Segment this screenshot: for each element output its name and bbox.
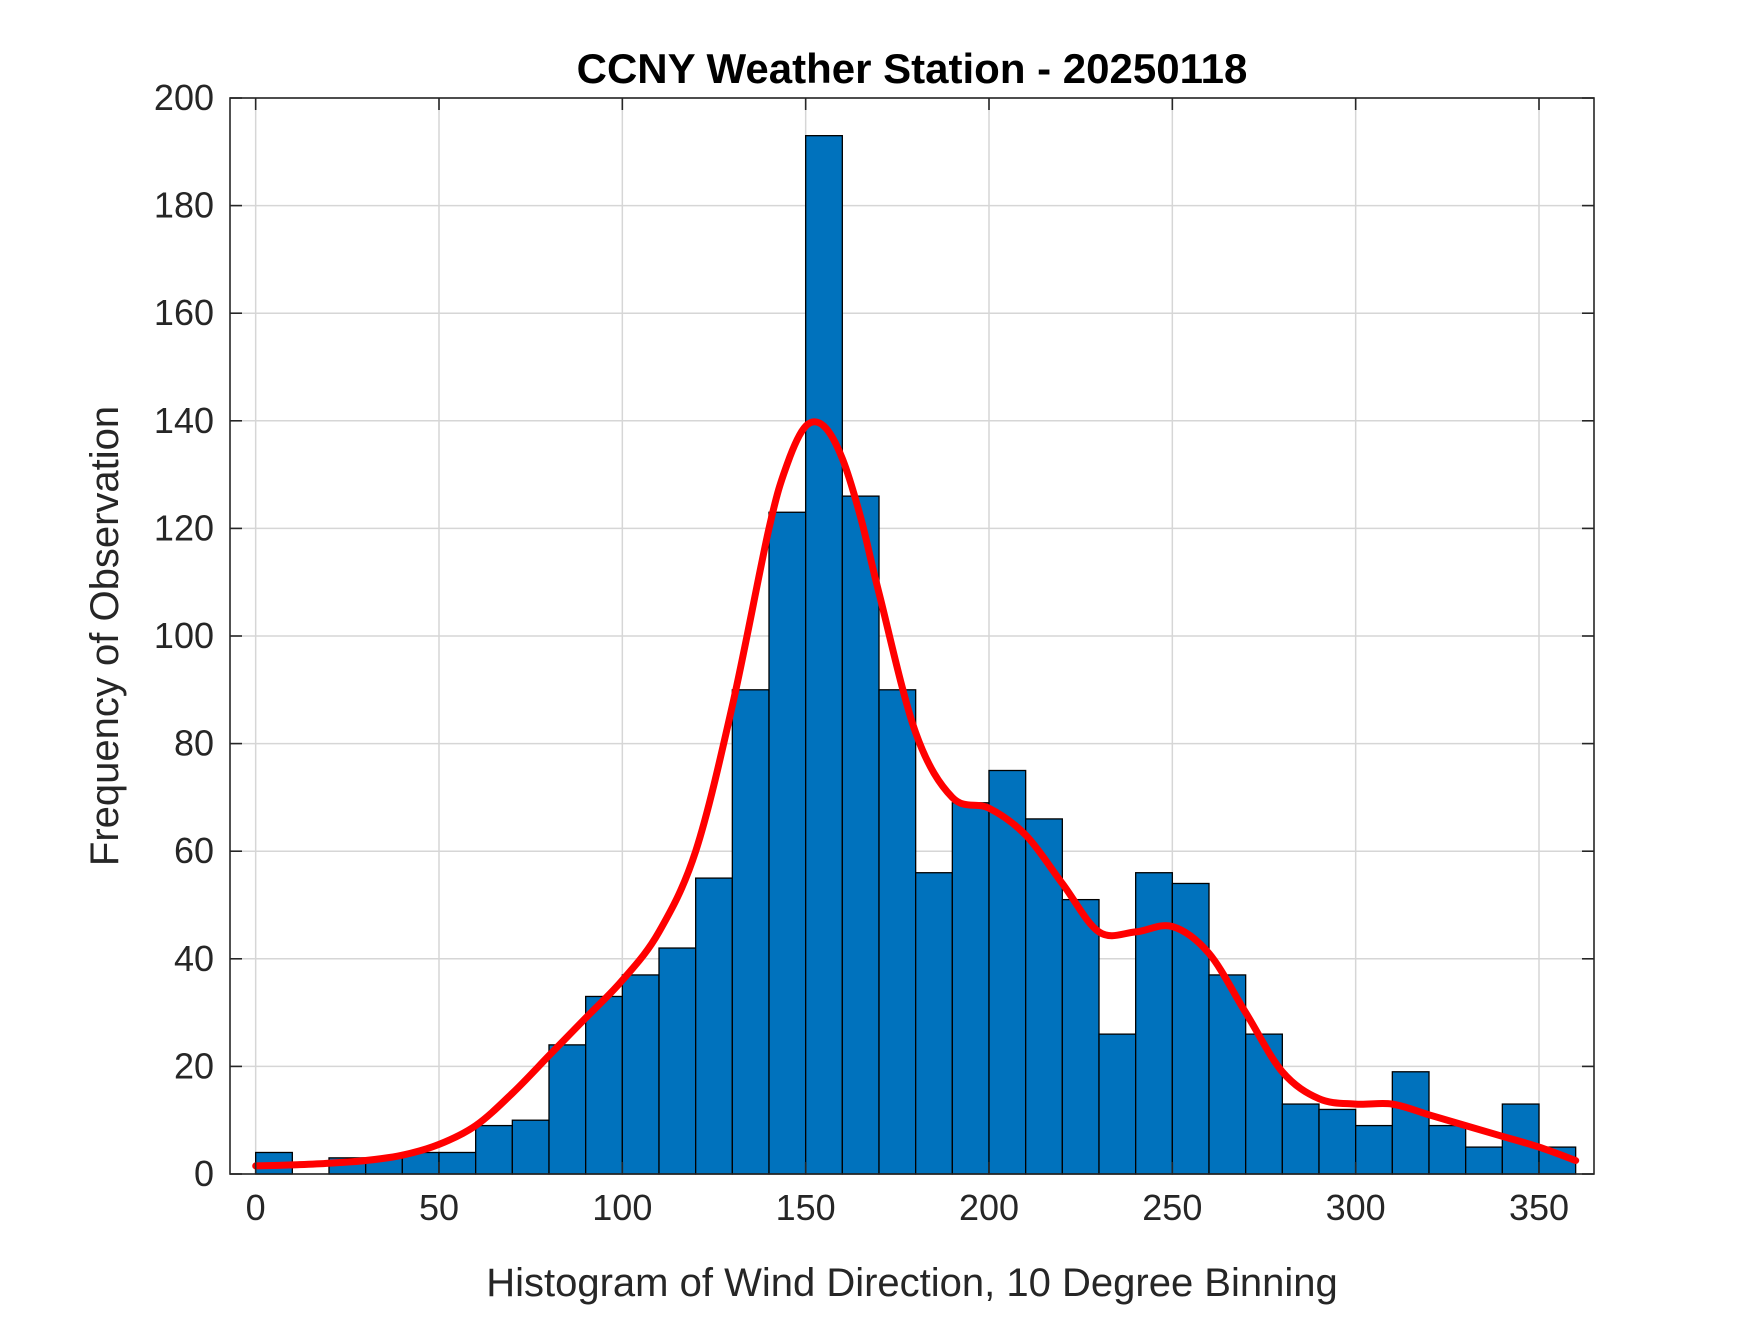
histogram-bar [1098,1033,1137,1175]
histogram-bar [988,769,1027,1175]
x-tick-label: 0 [246,1187,266,1228]
tick-labels: 0 50 100 150 200 250 300 350 0 20 40 60 80 100 120 140 1… [154,77,1569,1228]
histogram-bar [511,1119,550,1175]
x-tick-label: 200 [959,1187,1019,1228]
fit-curve-line [252,418,1580,1170]
histogram-bar [1061,898,1100,1175]
histogram-bar [1281,1103,1320,1175]
chart-title: CCNY Weather Station - 20250118 [577,45,1248,92]
y-tick-label: 180 [154,185,214,226]
histogram-bar [805,135,843,1175]
y-tick-label: 40 [174,938,214,979]
histogram-bar [1355,1124,1393,1175]
y-tick-label: 120 [154,507,214,548]
histogram-bar [768,511,807,1175]
y-tick-label: 160 [154,292,214,333]
y-axis-title: Frequency of Observation [83,406,127,866]
histogram-bar [695,877,733,1175]
histogram-bar [585,995,623,1175]
histogram-bar [658,947,697,1175]
y-tick-label: 100 [154,615,214,656]
plot-frame [229,97,1595,1175]
histogram-bar [1318,1108,1357,1175]
y-tick-label: 80 [174,723,214,764]
fit-curve-layer [252,418,1580,1170]
histogram-bar [548,1044,587,1175]
x-tick-label: 300 [1326,1187,1386,1228]
histogram-bar [731,689,770,1175]
x-tick-label: 350 [1509,1187,1569,1228]
histogram-bar [621,974,660,1175]
x-tick-label: 50 [419,1187,459,1228]
y-tick-label: 60 [174,830,214,871]
histogram-bar [1245,1033,1283,1175]
histogram-bar [1391,1071,1430,1175]
y-tick-label: 0 [194,1153,214,1194]
histogram-bar [841,495,880,1175]
x-tick-label: 150 [776,1187,836,1228]
histogram-bar [1465,1146,1503,1175]
histogram-bars [255,135,1577,1175]
histogram-bar [1135,872,1173,1175]
histogram-bar [951,802,990,1175]
histogram-bar [475,1124,513,1175]
x-axis-title: Histogram of Wind Direction, 10 Degree B… [486,1261,1338,1305]
histogram-bar [438,1151,477,1175]
histogram-bar [1428,1124,1467,1175]
histogram-bar [878,689,917,1175]
y-tick-label: 20 [174,1045,214,1086]
y-tick-label: 200 [154,77,214,118]
y-tick-label: 140 [154,400,214,441]
x-tick-label: 250 [1142,1187,1202,1228]
x-tick-label: 100 [592,1187,652,1228]
histogram-bar [915,872,953,1175]
